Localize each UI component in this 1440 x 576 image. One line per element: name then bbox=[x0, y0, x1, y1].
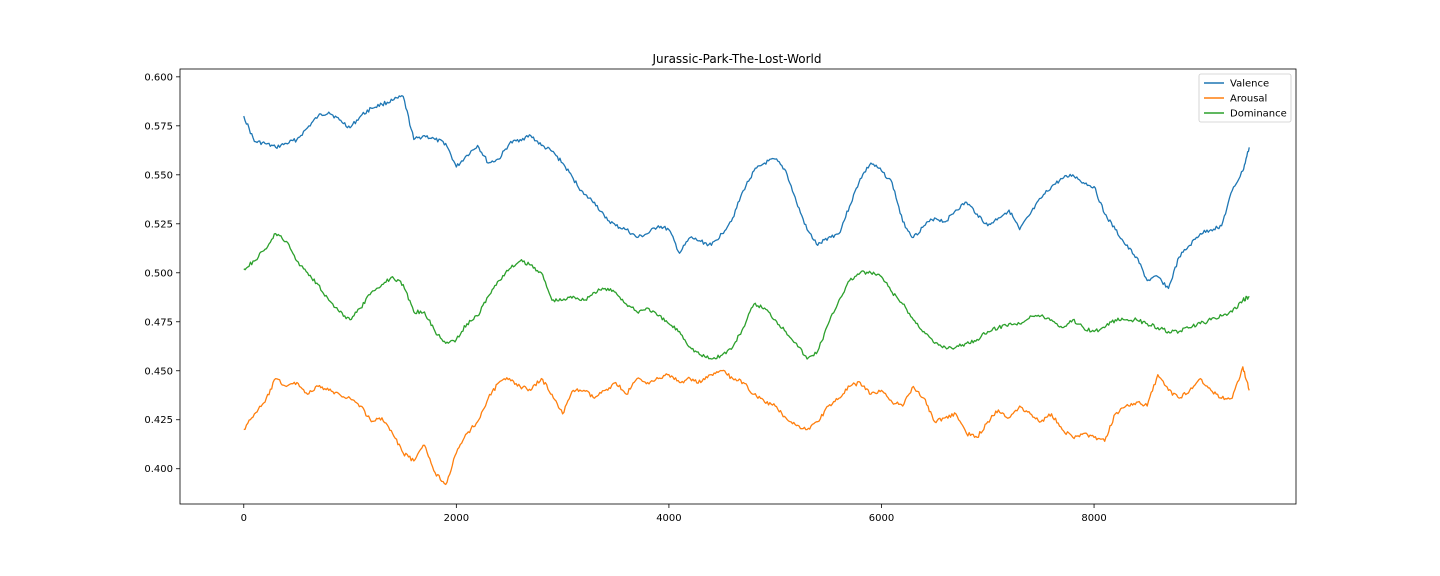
legend-box bbox=[1198, 73, 1292, 123]
legend-label-arousal: Arousal bbox=[1230, 94, 1267, 105]
series-line-dominance bbox=[243, 232, 1250, 360]
legend-label-valence: Valence bbox=[1230, 79, 1269, 90]
y-tick-label: 0.425 bbox=[144, 415, 173, 426]
y-tick-label: 0.550 bbox=[144, 170, 173, 181]
y-tick-label: 0.475 bbox=[144, 317, 173, 328]
x-tick-label: 4000 bbox=[656, 513, 681, 524]
x-tick-label: 8000 bbox=[1081, 513, 1106, 524]
series-layer bbox=[243, 94, 1250, 486]
x-tick-label: 0 bbox=[241, 513, 247, 524]
series-line-valence bbox=[243, 94, 1250, 290]
y-tick-label: 0.575 bbox=[144, 121, 173, 132]
x-axis: 0 2000 4000 6000 8000 bbox=[241, 504, 1107, 524]
plot-frame bbox=[179, 68, 1297, 505]
x-tick-label: 2000 bbox=[444, 513, 469, 524]
y-tick-label: 0.525 bbox=[144, 219, 173, 230]
y-tick-label: 0.450 bbox=[144, 366, 173, 377]
y-tick-label: 0.600 bbox=[144, 72, 173, 83]
series-line-arousal bbox=[243, 366, 1250, 486]
x-tick-label: 6000 bbox=[869, 513, 894, 524]
y-tick-label: 0.500 bbox=[144, 268, 173, 279]
y-tick-label: 0.400 bbox=[144, 464, 173, 475]
legend-label-dominance: Dominance bbox=[1230, 109, 1287, 120]
y-axis: 0.400 0.425 0.450 0.475 0.500 0.525 0.550 0.575… bbox=[144, 72, 180, 475]
chart-title: Jurassic-Park-The-Lost-World bbox=[651, 52, 821, 66]
legend: Valence Arousal Dominance bbox=[1198, 73, 1292, 123]
